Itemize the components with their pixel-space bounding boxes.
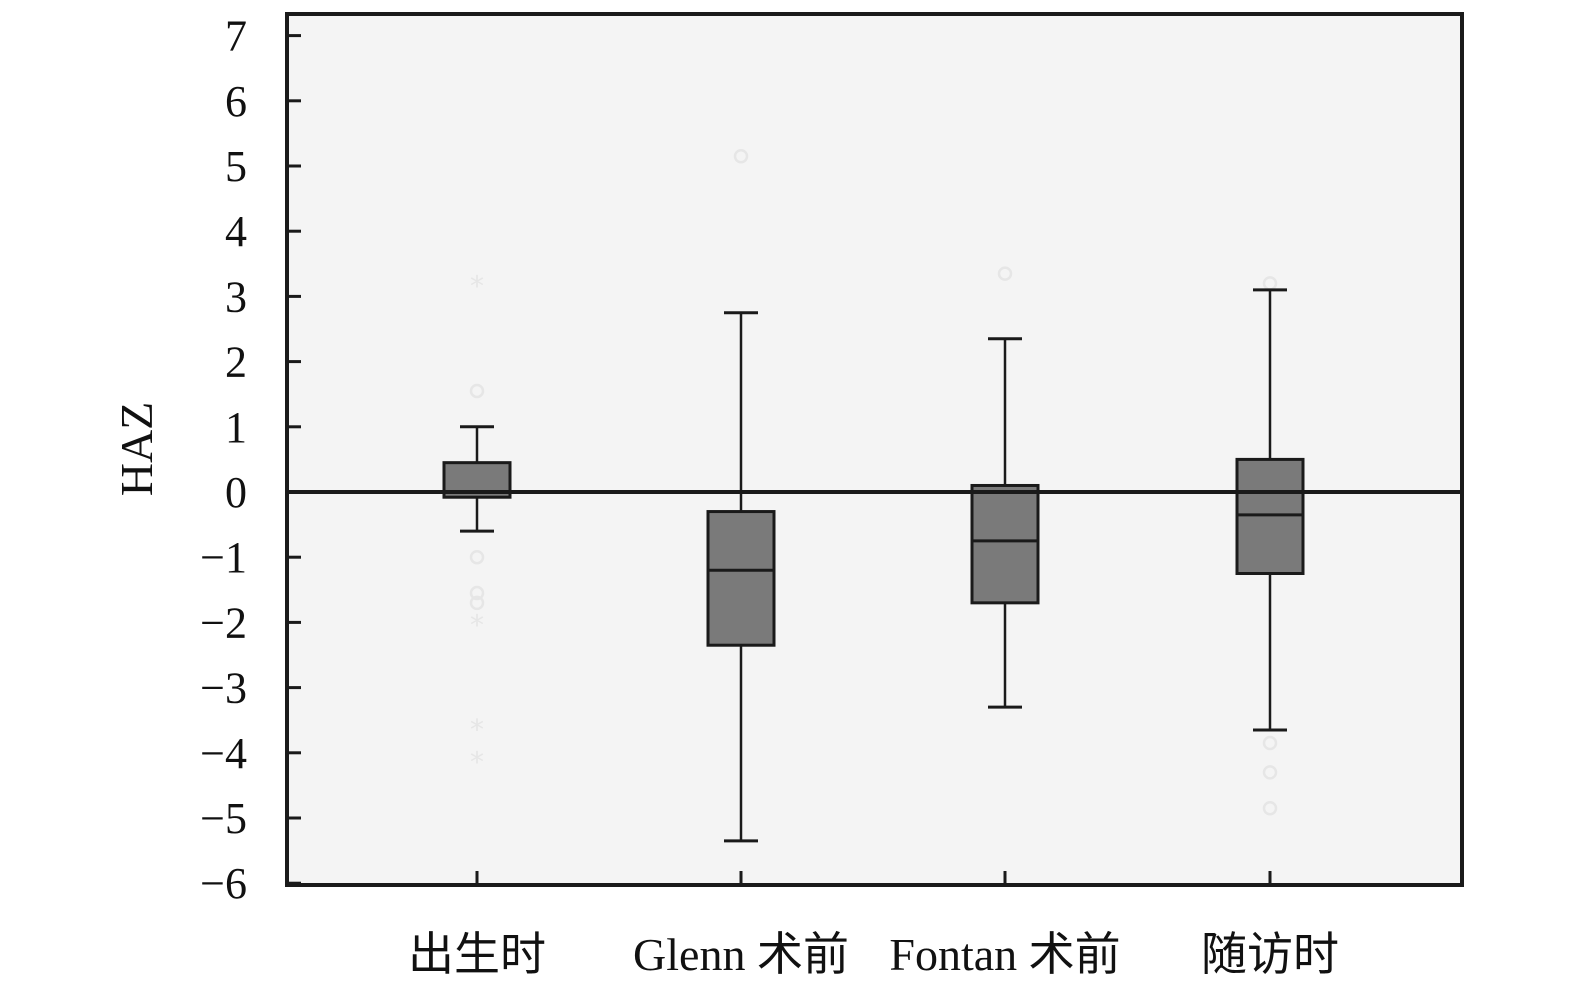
y-axis-title: HAZ (111, 402, 162, 497)
iqr-box (706, 510, 776, 647)
outlier-star: * (470, 713, 484, 746)
outlier-circle (469, 549, 485, 565)
y-tick-label: 5 (225, 142, 247, 191)
y-tick-label: 1 (225, 403, 247, 452)
x-category-label: Glenn 术前 (633, 929, 849, 980)
outlier-circle (469, 585, 485, 601)
x-category-label: 出生时 (408, 929, 546, 980)
outlier-circle (997, 266, 1013, 281)
y-tick-label: 4 (225, 207, 247, 256)
y-tick-label: −5 (200, 794, 247, 843)
y-axis: 7 6 5 4 3 2 1 0 −1 −2 −3 −4 −5 −6 (200, 12, 301, 908)
outlier-star: * (470, 609, 484, 642)
y-tick-label: −4 (200, 729, 247, 778)
y-tick-label: −2 (200, 598, 247, 647)
y-tick-label: −6 (200, 859, 247, 908)
y-tick-label: 7 (225, 12, 247, 61)
outlier-circle (1262, 800, 1278, 816)
outlier-circle (733, 148, 749, 164)
outlier-circle (469, 595, 485, 611)
outlier-circle (1262, 765, 1278, 780)
box-layer (442, 288, 1305, 843)
y-tick-label: 2 (225, 338, 247, 387)
y-tick-label: −3 (200, 664, 247, 713)
outlier-circle (1262, 735, 1278, 751)
outlier-star: * (470, 746, 484, 779)
outlier-star: * (470, 270, 484, 303)
plot-area (285, 12, 1464, 887)
y-tick-label: 6 (225, 77, 247, 126)
iqr-box (1235, 457, 1305, 575)
outlier-circle (469, 383, 485, 399)
outlier-layer: **** (469, 148, 1278, 816)
x-axis: 出生时 Glenn 术前 Fontan 术前 随访时 (408, 871, 1339, 980)
x-category-label: 随访时 (1201, 929, 1339, 980)
y-tick-label: −1 (200, 533, 247, 582)
y-tick-label: 3 (225, 272, 247, 321)
iqr-box (970, 483, 1040, 605)
x-category-label: Fontan 术前 (889, 929, 1120, 980)
y-tick-label: 0 (225, 468, 247, 517)
